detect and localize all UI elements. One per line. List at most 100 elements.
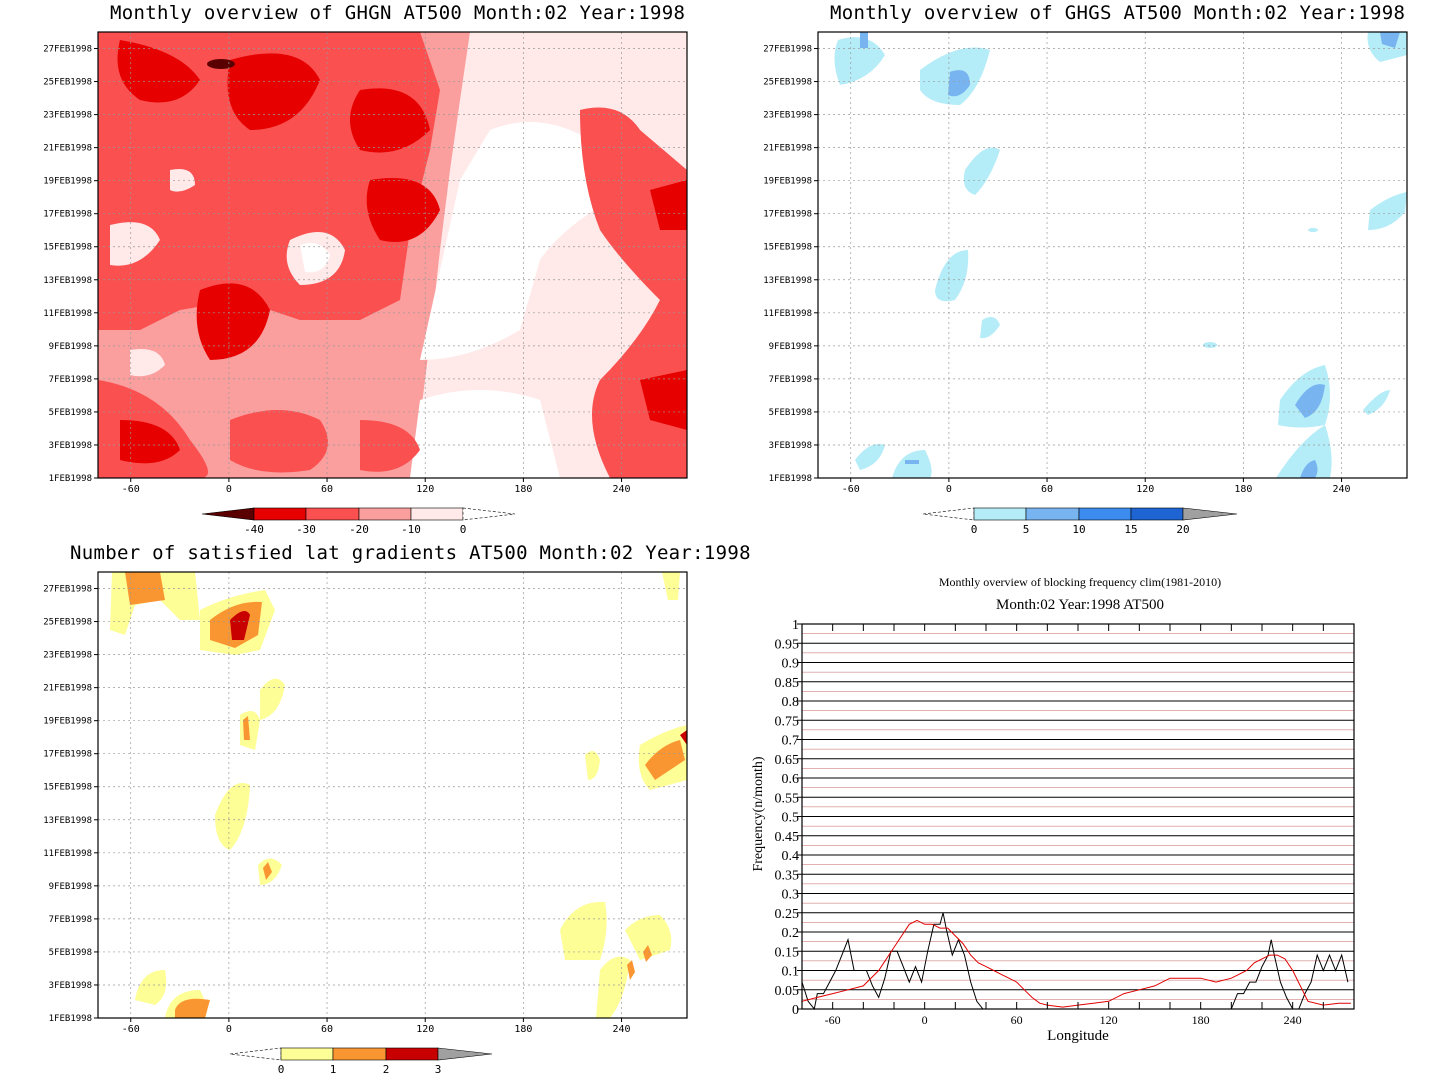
ghgn-cb-label: -20 <box>349 523 369 536</box>
x-tick-label: 60 <box>1011 1013 1023 1027</box>
freq-plot: 0 0.05 0.1 0.15 0.2 0.25 0.3 0.35 0.4 0.45 0.5 0.55… <box>751 618 1355 1044</box>
y-tick-label: 7FEB1998 <box>49 375 92 385</box>
y-tick-label: 11FEB1998 <box>763 309 812 319</box>
y-tick-label: 13FEB1998 <box>43 816 92 826</box>
y-tick-label: 13FEB1998 <box>763 276 812 286</box>
ghgn-panel: Monthly overview of GHGN AT500 Month:02 … <box>0 0 720 545</box>
y-tick-label: 27FEB1998 <box>763 45 812 55</box>
y-tick-label: 0.6 <box>782 772 800 787</box>
y-tick-label: 0.75 <box>775 714 800 729</box>
ghgn-plot: -60 0 60 120 180 240 1FEB1998 3FEB1998 5FEB1998 7… <box>43 31 688 536</box>
x-tick-label: -60 <box>842 484 860 495</box>
ghgs-cb-label: 20 <box>1176 523 1189 536</box>
latgrad-cb-label: 2 <box>383 1063 390 1076</box>
y-tick-label: 0.95 <box>775 637 800 652</box>
latgrad-axes: -60 0 60 120 180 240 1FEB1998 3FEB1998 5FEB1998 7… <box>43 572 687 1035</box>
y-tick-label: 0.9 <box>782 657 800 672</box>
x-tick-label: 120 <box>1100 1013 1118 1027</box>
y-tick-label: 9FEB1998 <box>49 342 92 352</box>
x-tick-label: 0 <box>922 1013 928 1027</box>
freq-ylabel: Frequency(n/month) <box>751 756 766 871</box>
ghgn-cb-label: -30 <box>296 523 316 536</box>
y-tick-label: 0.45 <box>775 830 800 845</box>
freq-xlabel: Longitude <box>1047 1028 1109 1044</box>
y-tick-label: 0.2 <box>782 926 800 941</box>
y-tick-label: 0.85 <box>775 676 800 691</box>
y-tick-label: 11FEB1998 <box>43 849 92 859</box>
y-tick-label: 23FEB1998 <box>43 111 92 121</box>
ghgn-title: Monthly overview of GHGN AT500 Month:02 … <box>110 2 686 24</box>
x-tick-label: 180 <box>1234 484 1252 495</box>
y-tick-label: 3FEB1998 <box>769 441 812 451</box>
y-tick-label: 0.8 <box>782 695 800 710</box>
y-tick-label: 21FEB1998 <box>43 684 92 694</box>
y-tick-label: 15FEB1998 <box>43 243 92 253</box>
x-tick-label: 240 <box>1333 484 1351 495</box>
y-tick-label: 17FEB1998 <box>763 210 812 220</box>
latgrad-field <box>110 572 687 1018</box>
x-tick-label: 0 <box>946 484 952 495</box>
y-tick-label: 0.7 <box>782 734 800 749</box>
y-tick-label: 0.35 <box>775 868 800 883</box>
x-tick-label: 180 <box>514 484 532 495</box>
latgrad-panel: Number of satisfied lat gradients AT500 … <box>0 540 750 1091</box>
latgrad-colorbar: 0 1 2 3 <box>229 1047 493 1076</box>
ghgs-field <box>834 32 1407 478</box>
y-tick-label: 0.65 <box>775 753 800 768</box>
y-tick-label: 5FEB1998 <box>49 408 92 418</box>
latgrad-cb-label: 3 <box>435 1063 442 1076</box>
ghgs-axes: -60 0 60 120 180 240 1FEB1998 3FEB1998 5FEB1998 7… <box>763 32 1407 495</box>
y-tick-label: 3FEB1998 <box>49 441 92 451</box>
y-tick-label: 27FEB1998 <box>43 45 92 55</box>
ghgn-cb-label: -40 <box>244 523 264 536</box>
x-tick-label: 120 <box>1136 484 1154 495</box>
ghgs-cb-label: 15 <box>1124 523 1137 536</box>
x-tick-label: 240 <box>613 1024 631 1035</box>
ghgs-colorbar: 0 5 10 15 20 <box>922 507 1238 536</box>
y-tick-label: 5FEB1998 <box>769 408 812 418</box>
y-tick-label: 0.5 <box>782 811 800 826</box>
freq-title: Monthly overview of blocking frequency c… <box>938 575 1222 589</box>
ghgn-colorbar: -40 -30 -20 -10 0 <box>201 507 516 536</box>
x-tick-label: 60 <box>1041 484 1053 495</box>
y-tick-label: 19FEB1998 <box>43 717 92 727</box>
latgrad-title: Number of satisfied lat gradients AT500 … <box>70 542 751 564</box>
ghgs-plot: -60 0 60 120 180 240 1FEB1998 3FEB1998 5FEB1998 7… <box>763 31 1408 536</box>
latgrad-cb-label: 0 <box>278 1063 285 1076</box>
y-tick-label: 27FEB1998 <box>43 585 92 595</box>
x-tick-label: -60 <box>122 484 140 495</box>
x-tick-label: 60 <box>321 484 333 495</box>
freq-grid <box>802 623 1354 1010</box>
x-tick-label: 0 <box>226 484 232 495</box>
freq-axes: 0 0.05 0.1 0.15 0.2 0.25 0.3 0.35 0.4 0.45 0.5 0.55… <box>775 618 1355 1027</box>
freq-series-line-1 <box>801 919 1351 1008</box>
y-tick-label: 11FEB1998 <box>43 309 92 319</box>
y-tick-label: 25FEB1998 <box>43 78 92 88</box>
y-tick-label: 5FEB1998 <box>49 948 92 958</box>
x-tick-label: 120 <box>416 1024 434 1035</box>
x-tick-label: -60 <box>122 1024 140 1035</box>
y-tick-label: 17FEB1998 <box>43 750 92 760</box>
y-tick-label: 21FEB1998 <box>763 144 812 154</box>
x-tick-label: 0 <box>226 1024 232 1035</box>
y-tick-label: 23FEB1998 <box>43 651 92 661</box>
y-tick-label: 21FEB1998 <box>43 144 92 154</box>
x-tick-label: 180 <box>1192 1013 1210 1027</box>
ghgs-panel: Monthly overview of GHGS AT500 Month:02 … <box>720 0 1440 545</box>
y-tick-label: 1FEB1998 <box>769 474 812 484</box>
freq-frame <box>801 623 1355 1010</box>
y-tick-label: 17FEB1998 <box>43 210 92 220</box>
ghgn-cb-label: -10 <box>401 523 421 536</box>
y-tick-label: 15FEB1998 <box>43 783 92 793</box>
y-tick-label: 3FEB1998 <box>49 981 92 991</box>
y-tick-label: 9FEB1998 <box>769 342 812 352</box>
freq-panel: Monthly overview of blocking frequency c… <box>720 545 1440 1091</box>
x-tick-label: 240 <box>613 484 631 495</box>
ghgs-cb-label: 10 <box>1072 523 1085 536</box>
ghgs-cb-label: 0 <box>971 523 978 536</box>
y-tick-label: 19FEB1998 <box>43 177 92 187</box>
y-tick-label: 0.3 <box>782 888 800 903</box>
y-tick-label: 7FEB1998 <box>769 375 812 385</box>
freq-subtitle: Month:02 Year:1998 AT500 <box>996 597 1164 613</box>
ghgs-cb-label: 5 <box>1023 523 1030 536</box>
